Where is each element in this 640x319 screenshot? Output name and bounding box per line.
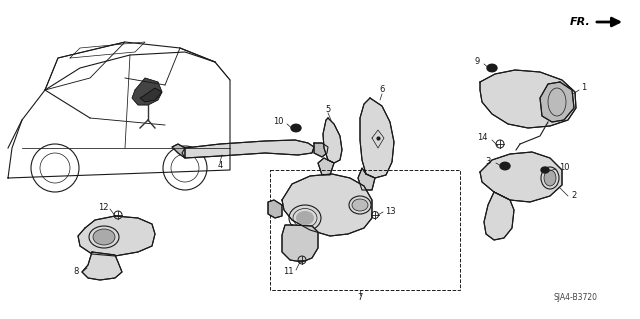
Text: 2: 2 [572,190,577,199]
Polygon shape [140,88,162,102]
Ellipse shape [296,211,314,225]
Polygon shape [480,152,562,202]
Text: 4: 4 [218,161,223,170]
Text: 6: 6 [380,85,385,94]
Polygon shape [314,143,328,157]
Polygon shape [358,168,375,190]
Text: 3: 3 [485,158,491,167]
Text: 12: 12 [98,203,108,211]
Polygon shape [484,192,514,240]
Text: 8: 8 [74,268,79,277]
Polygon shape [78,216,155,256]
Polygon shape [318,158,334,175]
Text: 7: 7 [357,293,363,302]
Polygon shape [323,118,342,163]
Text: 10: 10 [273,117,284,127]
Polygon shape [540,82,574,122]
Polygon shape [82,252,122,280]
Ellipse shape [93,229,115,245]
Text: 13: 13 [385,207,396,217]
Text: SJA4-B3720: SJA4-B3720 [554,293,598,302]
Polygon shape [360,98,394,178]
Ellipse shape [500,162,510,170]
Polygon shape [282,174,372,236]
Ellipse shape [487,64,497,72]
Text: 14: 14 [477,133,487,143]
Ellipse shape [291,124,301,132]
Polygon shape [182,140,314,158]
Polygon shape [132,78,162,105]
Text: 5: 5 [325,106,331,115]
Ellipse shape [541,167,549,173]
Text: FR.: FR. [570,17,591,27]
Ellipse shape [352,199,368,211]
Polygon shape [282,225,318,262]
Polygon shape [268,200,282,218]
Text: 1: 1 [581,84,587,93]
Ellipse shape [544,170,556,186]
Bar [270,170,460,290]
Text: 11: 11 [283,268,293,277]
Polygon shape [172,144,185,158]
Polygon shape [480,70,576,128]
Text: 9: 9 [474,57,479,66]
Text: 10: 10 [559,164,569,173]
